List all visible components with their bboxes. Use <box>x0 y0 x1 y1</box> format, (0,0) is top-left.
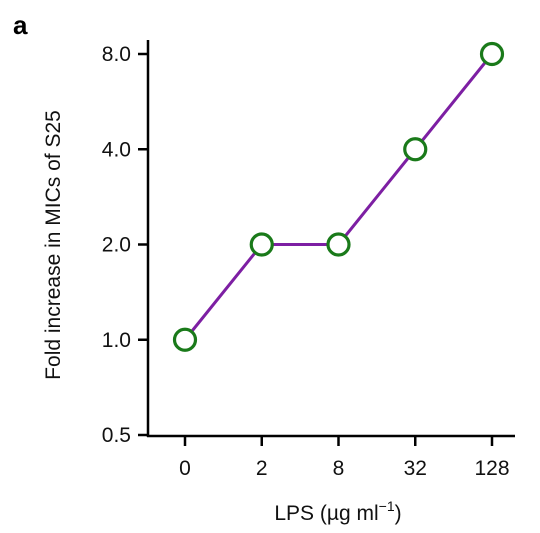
x-tick-label: 0 <box>179 457 191 480</box>
x-ticks: 0 2 8 32 128 <box>179 436 510 480</box>
data-point <box>479 41 505 67</box>
x-tick-label: 32 <box>404 457 427 480</box>
x-tick-label: 8 <box>333 457 345 480</box>
y-tick-label: 4.0 <box>102 138 131 161</box>
x-axis-title-main: LPS (µg ml <box>274 502 378 525</box>
y-ticks: 0.5 1.0 2.0 4.0 8.0 <box>102 43 148 447</box>
x-axis-title-close: ) <box>395 502 402 525</box>
series-line <box>183 53 494 341</box>
series <box>172 41 505 352</box>
y-tick-label: 0.5 <box>102 424 131 447</box>
data-point <box>326 232 351 257</box>
y-tick-label: 8.0 <box>102 43 131 66</box>
x-axis-title: LPS (µg ml−1) <box>274 498 401 525</box>
panel-label: a <box>13 10 28 40</box>
data-point <box>403 137 428 162</box>
y-tick-label: 1.0 <box>102 329 131 352</box>
data-point <box>249 232 274 257</box>
x-tick-label: 2 <box>256 457 268 480</box>
axes <box>146 40 515 438</box>
y-tick-label: 2.0 <box>102 234 131 257</box>
y-axis-title: Fold increase in MICs of S25 <box>42 110 65 380</box>
x-tick-label: 128 <box>474 457 509 480</box>
data-point <box>172 327 198 352</box>
x-axis-title-superscript: −1 <box>379 498 395 514</box>
